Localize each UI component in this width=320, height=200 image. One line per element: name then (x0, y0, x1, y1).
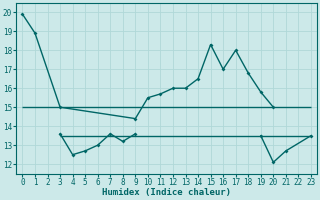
X-axis label: Humidex (Indice chaleur): Humidex (Indice chaleur) (102, 188, 231, 197)
